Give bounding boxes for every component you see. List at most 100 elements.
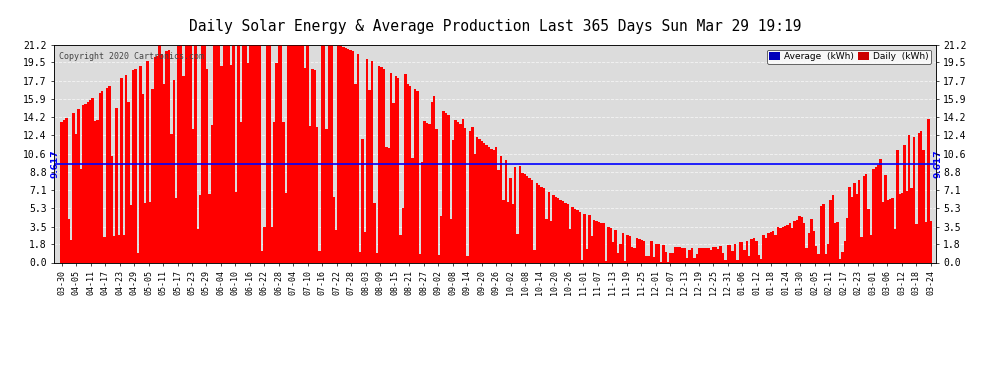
Bar — [218, 45, 221, 262]
Bar — [688, 250, 691, 262]
Bar — [705, 248, 708, 262]
Bar — [387, 148, 390, 262]
Bar — [593, 220, 595, 262]
Bar — [578, 212, 581, 262]
Text: 9.617: 9.617 — [934, 150, 942, 178]
Bar — [629, 236, 631, 262]
Bar — [328, 45, 331, 262]
Bar — [130, 205, 132, 262]
Bar — [245, 45, 247, 262]
Bar — [557, 198, 559, 262]
Bar — [564, 203, 566, 262]
Bar — [669, 253, 671, 262]
Bar — [211, 125, 213, 262]
Bar — [82, 105, 84, 262]
Bar — [228, 45, 230, 262]
Bar — [870, 235, 872, 262]
Bar — [359, 252, 361, 262]
Bar — [368, 90, 371, 262]
Bar — [798, 216, 801, 262]
Bar — [536, 183, 538, 262]
Bar — [177, 46, 180, 262]
Bar — [354, 84, 356, 262]
Bar — [562, 201, 564, 262]
Bar — [647, 256, 650, 262]
Bar — [488, 147, 490, 262]
Bar — [887, 200, 889, 262]
Bar — [786, 225, 789, 262]
Bar — [356, 54, 359, 262]
Bar — [574, 209, 576, 262]
Bar — [175, 198, 177, 262]
Bar — [755, 241, 757, 262]
Bar — [163, 84, 165, 262]
Bar — [815, 246, 818, 262]
Bar — [316, 127, 319, 262]
Bar — [894, 230, 896, 262]
Bar — [727, 245, 729, 262]
Bar — [818, 254, 820, 262]
Bar — [493, 150, 495, 262]
Bar — [842, 252, 843, 262]
Bar — [906, 191, 908, 262]
Bar — [641, 240, 644, 262]
Bar — [72, 112, 75, 262]
Bar — [75, 134, 77, 262]
Bar — [242, 45, 245, 262]
Bar — [65, 118, 67, 262]
Bar — [918, 134, 920, 262]
Bar — [89, 100, 91, 262]
Bar — [512, 204, 514, 262]
Bar — [767, 233, 769, 262]
Bar — [424, 121, 426, 262]
Bar — [505, 160, 507, 262]
Bar — [867, 209, 870, 262]
Bar — [879, 159, 882, 262]
Bar — [338, 45, 340, 262]
Bar — [741, 242, 743, 262]
Bar — [652, 256, 655, 262]
Bar — [483, 143, 485, 262]
Bar — [622, 233, 624, 262]
Bar — [128, 102, 130, 262]
Bar — [481, 141, 483, 262]
Bar — [645, 256, 647, 262]
Bar — [624, 261, 627, 262]
Bar — [96, 120, 99, 262]
Bar — [187, 45, 189, 262]
Bar — [135, 69, 137, 262]
Bar — [617, 253, 619, 262]
Bar — [576, 210, 578, 262]
Bar — [445, 112, 447, 262]
Bar — [62, 120, 65, 262]
Bar — [412, 158, 414, 262]
Bar — [108, 86, 111, 262]
Bar — [595, 221, 598, 262]
Bar — [748, 256, 750, 262]
Bar — [531, 180, 534, 262]
Bar — [534, 251, 536, 262]
Bar — [607, 227, 610, 262]
Bar — [720, 246, 722, 262]
Bar — [750, 239, 752, 262]
Bar — [443, 111, 445, 262]
Bar — [639, 239, 641, 262]
Bar — [106, 88, 108, 262]
Bar — [507, 202, 509, 262]
Bar — [913, 137, 915, 262]
Bar — [495, 147, 497, 262]
Bar — [261, 251, 263, 262]
Bar — [192, 129, 194, 262]
Bar — [509, 178, 512, 262]
Bar — [180, 45, 182, 262]
Bar — [201, 45, 204, 262]
Bar — [784, 226, 786, 262]
Bar — [309, 126, 311, 262]
Bar — [865, 174, 867, 262]
Bar — [820, 206, 822, 262]
Bar — [137, 253, 140, 262]
Bar — [206, 69, 209, 262]
Bar — [752, 238, 755, 262]
Bar — [60, 122, 62, 262]
Bar — [209, 194, 211, 262]
